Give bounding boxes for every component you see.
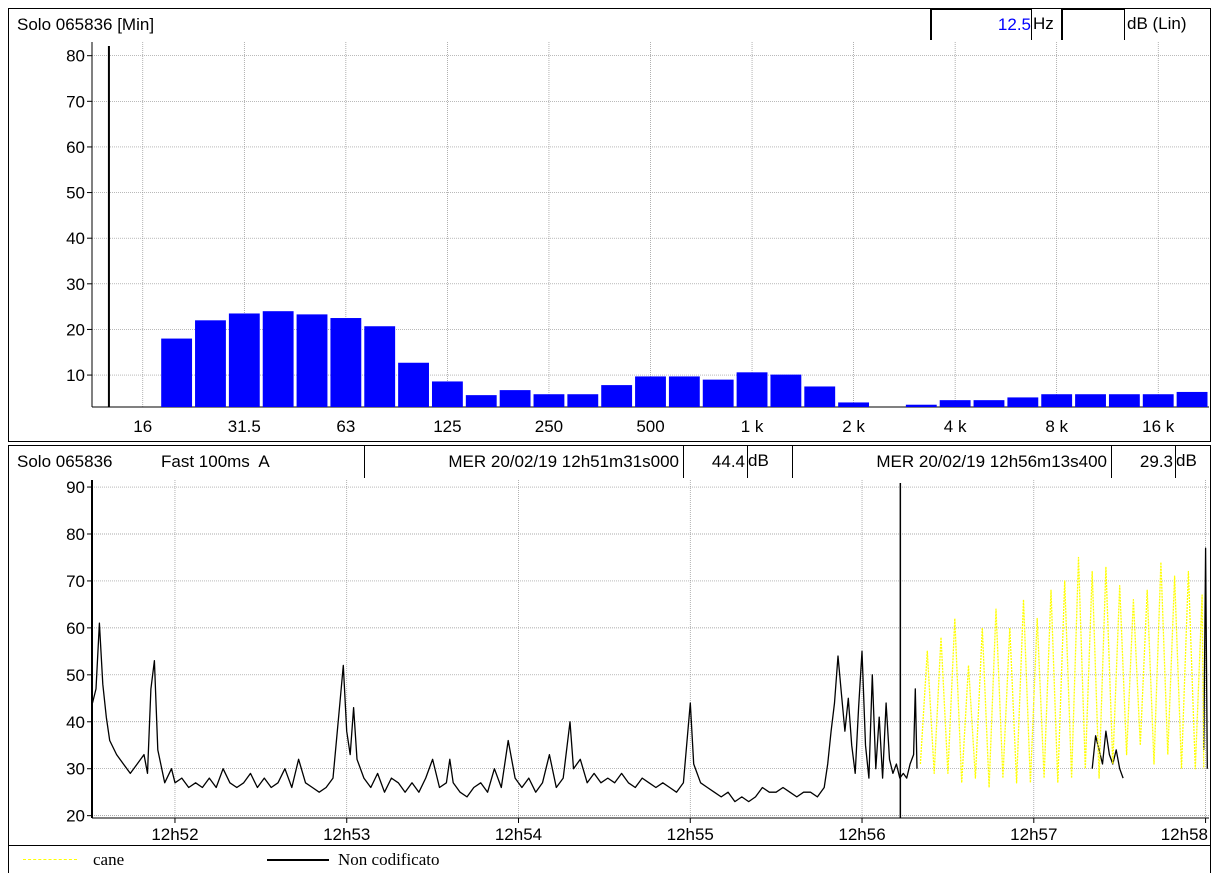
cursor2-time-box[interactable]: MER 20/02/19 12h56m13s400	[792, 445, 1112, 479]
spectrum-y-tick-label: 70	[66, 92, 85, 111]
spectrum-bar-100	[398, 362, 429, 407]
cursor1-time-box[interactable]: MER 20/02/19 12h51m31s000	[364, 445, 684, 479]
timeline-y-tick-label: 70	[66, 572, 85, 591]
timeline-x-tick-label: 12h58	[1161, 825, 1208, 844]
spectrum-x-tick-label: 500	[636, 417, 664, 436]
timeline-y-tick-label: 80	[66, 525, 85, 544]
spectrum-x-tick-label: 16	[133, 417, 152, 436]
spectrum-bar-2k	[838, 402, 870, 407]
spectrum-x-tick-label: 16 k	[1142, 417, 1175, 436]
timeline-x-tick-label: 12h56	[838, 825, 885, 844]
timeline-x-tick-label: 12h53	[323, 825, 370, 844]
spectrum-bar-250	[533, 394, 565, 407]
spectrum-bar-63	[330, 318, 362, 407]
timeline-mode: Fast 100ms A	[161, 452, 270, 471]
timeline-x-tick-label: 12h52	[151, 825, 198, 844]
legend-swatch-non-codificato	[267, 859, 329, 861]
spectrum-bar-4k	[939, 400, 971, 407]
spectrum-bar-10k	[1075, 394, 1106, 407]
spectrum-bar-20	[161, 338, 193, 407]
spectrum-bar-1k	[736, 372, 768, 407]
spectrum-bar-16k	[1142, 394, 1174, 407]
spectrum-bar-80	[364, 326, 396, 407]
spectrum-bar-12.5k	[1108, 394, 1140, 407]
cursor2-value-box[interactable]: 29.3	[1111, 445, 1176, 479]
timeline-y-tick-label: 20	[66, 807, 85, 826]
cursor2-value: 29.3	[1139, 452, 1173, 471]
timeline-y-tick-label: 90	[66, 478, 85, 497]
cursor1-time: MER 20/02/19 12h51m31s000	[448, 452, 679, 471]
spectrum-bar-6.3k	[1007, 397, 1039, 407]
spectrum-bar-400	[601, 385, 633, 407]
spectrum-y-tick-label: 10	[66, 366, 85, 385]
level-unit: dB (Lin)	[1127, 14, 1187, 33]
cursor2-time: MER 20/02/19 12h56m13s400	[876, 452, 1107, 471]
timeline-y-tick-label: 60	[66, 619, 85, 638]
timeline-x-tick-label: 12h57	[1010, 825, 1057, 844]
spectrum-bar-500	[635, 376, 666, 407]
timeline-series-cane	[919, 556, 1205, 789]
spectrum-y-tick-label: 30	[66, 275, 85, 294]
spectrum-y-tick-label: 60	[66, 138, 85, 157]
spectrum-chart[interactable]: 10 20 30 40 50 60 70 80 16 31.5 63 125 250 500 1 k 2 k 4…	[0, 0, 1219, 450]
spectrum-bar-3.15k	[905, 404, 937, 407]
legend: cane Non codificato	[8, 845, 1211, 873]
spectrum-y-tick-label: 20	[66, 320, 85, 339]
legend-label-cane: cane	[93, 850, 125, 869]
timeline-y-tick-label: 30	[66, 760, 85, 779]
spectrum-y-tick-label: 50	[66, 184, 85, 203]
timeline-y-tick-label: 40	[66, 713, 85, 732]
cursor1-unit: dB	[748, 451, 769, 470]
spectrum-bar-630	[668, 376, 700, 407]
spectrum-x-tick-label: 4 k	[944, 417, 967, 436]
timeline-source: Solo 065836	[17, 452, 113, 471]
frequency-value: 12.5	[997, 15, 1031, 34]
spectrum-x-tick-label: 125	[433, 417, 461, 436]
legend-swatch-cane	[23, 859, 77, 860]
timeline-x-tick-label: 12h54	[495, 825, 542, 844]
legend-label-non-codificato: Non codificato	[338, 850, 440, 869]
spectrum-bar-1.6k	[804, 386, 836, 407]
spectrum-x-tick-label: 8 k	[1045, 417, 1068, 436]
spectrum-bar-200	[499, 390, 531, 407]
spectrum-x-tick-label: 1 k	[741, 417, 764, 436]
spectrum-bar-20k	[1176, 391, 1208, 407]
spectrum-x-tick-label: 250	[535, 417, 563, 436]
spectrum-bar-25	[195, 320, 226, 407]
timeline-x-tick-label: 12h55	[667, 825, 714, 844]
spectrum-bar-5k	[973, 400, 1005, 407]
spectrum-y-tick-label: 40	[66, 229, 85, 248]
spectrum-bar-40	[262, 311, 294, 407]
frequency-unit: Hz	[1033, 14, 1054, 33]
spectrum-bar-315	[567, 394, 599, 407]
spectrum-bar-50	[296, 314, 328, 407]
spectrum-x-tick-label: 31.5	[228, 417, 261, 436]
spectrum-y-tick-label: 80	[66, 47, 85, 66]
spectrum-bar-8k	[1041, 394, 1073, 407]
timeline-y-tick-label: 50	[66, 666, 85, 685]
spectrum-bar-160	[465, 395, 497, 407]
spectrum-x-tick-label: 63	[336, 417, 355, 436]
spectrum-bar-1.25k	[770, 374, 802, 407]
timeline-series-non-codificato	[91, 547, 1208, 803]
cursor2-unit: dB	[1176, 451, 1197, 470]
cursor1-value: 44.4	[711, 452, 745, 471]
spectrum-x-tick-label: 2 k	[842, 417, 865, 436]
spectrum-bar-800	[702, 379, 734, 407]
spectrum-bar-125	[431, 381, 463, 407]
spectrum-title: Solo 065836 [Min]	[17, 15, 155, 34]
spectrum-bar-31.5	[228, 313, 260, 407]
